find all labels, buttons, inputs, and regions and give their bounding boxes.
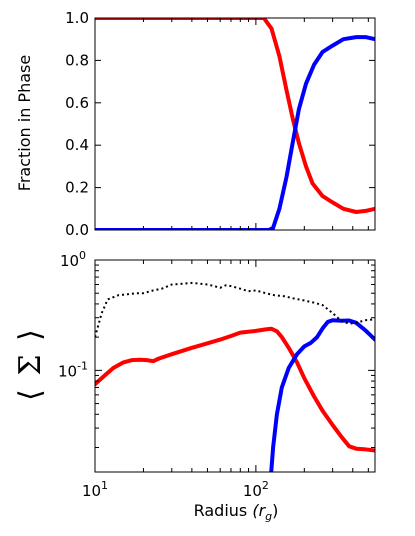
- top-panel-red-line: [95, 18, 375, 214]
- bottom-x-tick-label: 101: [82, 479, 108, 500]
- top-panel: 0.0 0.2 0.4 0.6 0.8 1.0 Fraction in Phase: [15, 9, 376, 239]
- bottom-panel-blue-line: [269, 318, 375, 472]
- top-panel-frame: [94, 17, 376, 231]
- bottom-panel-y-axis-label: ⟨ Σ ⟩: [13, 329, 48, 401]
- x-tick-exponent: 2: [262, 479, 269, 492]
- top-panel-lines: [95, 18, 375, 230]
- top-panel-blue-line: [95, 35, 375, 230]
- right-angle-bracket: ⟩: [13, 329, 48, 341]
- x-axis-unit-subscript: g: [265, 510, 272, 523]
- y-tick-base: 10: [60, 252, 79, 270]
- sigma-symbol: Σ: [13, 354, 48, 375]
- top-panel-y-axis-label: Fraction in Phase: [15, 55, 34, 191]
- bottom-x-tick-label: 102: [243, 479, 269, 500]
- top-y-tick-label: 0.2: [65, 179, 89, 197]
- y-tick-base: 10: [58, 362, 77, 380]
- bottom-panel-lines: [95, 281, 375, 472]
- y-tick-exponent: -1: [77, 359, 88, 372]
- bottom-panel-red-line: [95, 326, 375, 453]
- x-axis-unit-close: ): [272, 501, 278, 520]
- top-panel-x-ticks: [94, 18, 369, 230]
- top-panel-y-ticks: 0.0 0.2 0.4 0.6 0.8 1.0: [65, 9, 375, 239]
- x-tick-exponent: 1: [101, 479, 108, 492]
- bottom-panel-black-dotted-line: [95, 281, 375, 338]
- top-y-tick-label: 0.6: [65, 94, 89, 112]
- top-y-tick-label: 1.0: [65, 9, 89, 27]
- bottom-y-tick-label: 100: [60, 249, 86, 270]
- bottom-panel-frame: [94, 259, 376, 473]
- y-tick-exponent: 0: [79, 249, 86, 262]
- bottom-panel-x-axis-label: Radius (rg): [194, 501, 279, 523]
- bottom-panel-x-ticks: 101 102: [82, 260, 369, 500]
- bottom-y-tick-label: 10-1: [58, 359, 88, 380]
- left-angle-bracket: ⟨: [13, 389, 48, 401]
- top-y-tick-label: 0.4: [65, 136, 89, 154]
- x-tick-base: 10: [243, 482, 262, 500]
- x-axis-unit-open: (r: [252, 501, 266, 520]
- x-axis-label-text: Radius: [194, 501, 248, 520]
- top-y-tick-label: 0.0: [65, 221, 89, 239]
- top-y-tick-label: 0.8: [65, 51, 89, 69]
- x-tick-base: 10: [82, 482, 101, 500]
